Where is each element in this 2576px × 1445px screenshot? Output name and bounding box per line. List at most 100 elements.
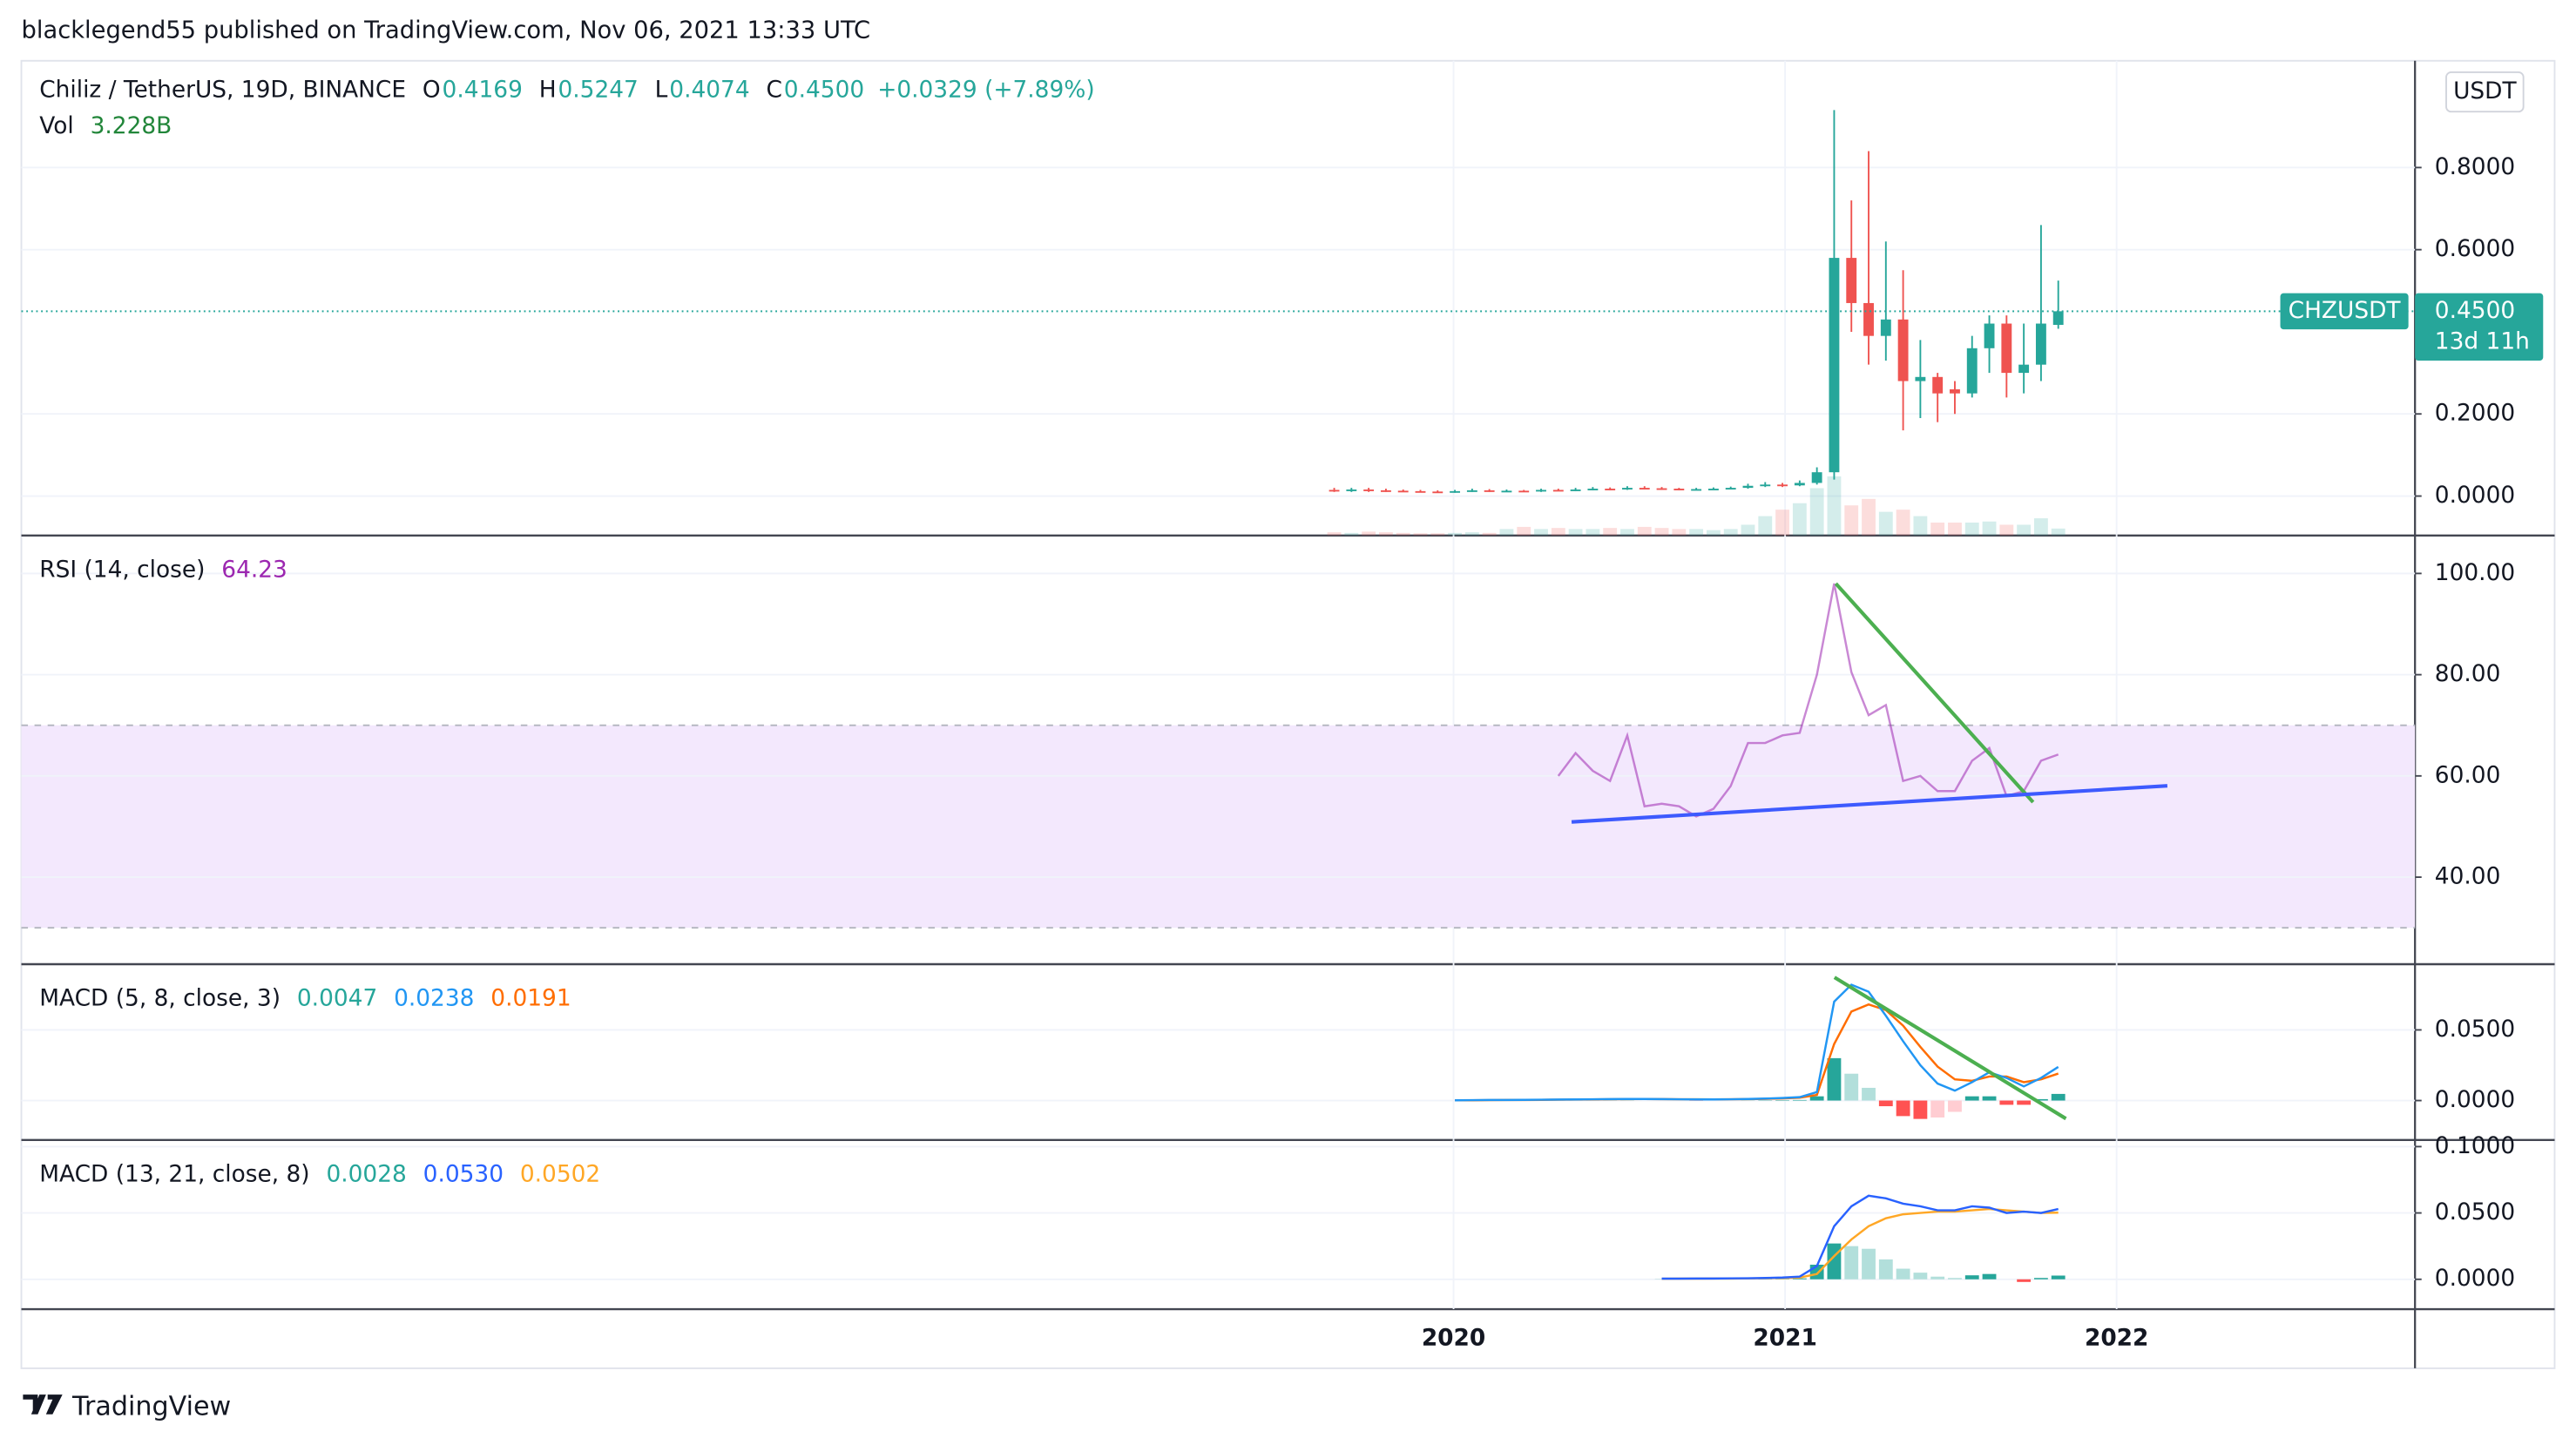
histogram-bar: [1964, 1275, 1979, 1280]
legend: Chiliz / TetherUS, 19D, BINANCE O 0.4169 H 0…: [39, 76, 1094, 103]
legend-key: O: [423, 76, 441, 103]
legend-title: Chiliz / TetherUS, 19D, BINANCE: [39, 76, 406, 103]
candle-body: [1466, 490, 1477, 492]
histogram-bar: [1878, 1100, 1893, 1107]
volume-bar: [1809, 488, 1824, 536]
candle-body: [1450, 490, 1461, 493]
volume-bar: [1499, 529, 1514, 536]
volume-bar: [1896, 510, 1910, 536]
volume-bar: [1534, 529, 1548, 536]
chart-frame: [20, 59, 2556, 1369]
volume-bar: [1862, 498, 1876, 536]
legend-value: 0.0502: [520, 1160, 600, 1187]
macd-line: [1455, 983, 2059, 1102]
candle-body: [1777, 484, 1788, 487]
histogram-bar: [1809, 1096, 1824, 1101]
y-tick-label: 0.2000: [2435, 400, 2515, 427]
legend-change: +0.0329 (+7.89%): [877, 76, 1094, 103]
volume-bar: [1482, 532, 1497, 536]
candle-body: [1605, 489, 1616, 490]
volume-bar: [1413, 533, 1428, 536]
volume-bar: [1878, 511, 1893, 536]
volume-bar: [1741, 524, 1755, 536]
legend-key: H: [539, 76, 557, 103]
trendline: [1571, 784, 2168, 824]
legend: MACD (13, 21, close, 8) 0.0028 0.0530 0.050…: [39, 1160, 600, 1187]
legend-key: L: [655, 76, 668, 103]
candle-body: [2035, 323, 2046, 365]
x-tick-label: 2021: [1753, 1324, 1816, 1351]
histogram-bar: [1930, 1276, 1945, 1280]
candle-body: [1725, 488, 1736, 490]
candle-body: [1656, 488, 1667, 490]
volume-bar: [1568, 529, 1583, 536]
candle-body: [1397, 490, 1409, 493]
candle-body: [1363, 489, 1375, 491]
candle-body: [1897, 319, 1909, 382]
volume-bar: [1654, 528, 1669, 536]
volume-bar: [1517, 526, 1531, 536]
candle-body: [1536, 490, 1546, 492]
candle-body: [1915, 376, 1926, 382]
legend-value: 0.0238: [394, 984, 474, 1011]
histogram-bar: [2017, 1279, 2032, 1282]
volume-bar: [1844, 505, 1859, 536]
candle-body: [1380, 490, 1391, 492]
candle-body: [1707, 489, 1719, 490]
candle-body: [1863, 302, 1874, 336]
legend-value: 0.4074: [669, 76, 749, 103]
candle-body: [1932, 376, 1944, 394]
histogram-bar: [1844, 1246, 1859, 1280]
candle-body: [1622, 488, 1633, 490]
histogram-bar: [1982, 1273, 1997, 1280]
candle-body: [1742, 485, 1754, 489]
rsi-band: [21, 725, 2416, 928]
legend-value: 0.4500: [784, 76, 864, 103]
volume-bar: [2033, 518, 2048, 536]
volume-name: Vol: [39, 112, 73, 139]
volume-bar: [1723, 529, 1738, 536]
candle-body: [1984, 323, 1995, 348]
macd-line: [1661, 1194, 2059, 1280]
tradingview-logo: TradingView: [23, 1392, 231, 1422]
volume-bar: [1999, 524, 2014, 536]
y-tick-label: 100.00: [2435, 559, 2515, 586]
candle-body: [1587, 489, 1599, 490]
histogram-bar: [1964, 1096, 1979, 1101]
legend: MACD (5, 8, close, 3) 0.0047 0.0238 0.0191: [39, 984, 571, 1011]
y-tick-label: 80.00: [2435, 660, 2501, 687]
volume-bar: [1706, 530, 1721, 536]
y-tick-label: 40.00: [2435, 863, 2501, 890]
histogram-bar: [1878, 1259, 1893, 1280]
histogram-bar: [2033, 1098, 2048, 1101]
histogram-bar: [1896, 1268, 1910, 1280]
volume-bar: [1913, 516, 1928, 536]
candle-body: [1432, 491, 1444, 494]
currency-label: USDT: [2453, 78, 2517, 105]
histogram-bar: [1913, 1273, 1928, 1280]
candle-body: [2001, 323, 2012, 374]
legend-title: MACD (13, 21, close, 8): [39, 1160, 309, 1187]
trendline: [1833, 976, 2067, 1121]
trendline: [1834, 582, 2035, 804]
volume-bar: [1982, 521, 1997, 536]
volume-bar: [1775, 510, 1789, 536]
currency-box: [2445, 71, 2525, 113]
volume-bar: [1792, 503, 1807, 536]
histogram-bar: [2051, 1275, 2066, 1280]
histogram-bar: [1792, 1278, 1807, 1280]
rsi-line: [1557, 583, 2059, 818]
legend-key: C: [766, 76, 781, 103]
price-tag-box: [2415, 293, 2544, 361]
histogram-bar: [1948, 1278, 1962, 1280]
volume-bar: [1344, 532, 1359, 536]
volume-bar: [1637, 526, 1652, 536]
candle-body: [2052, 311, 2064, 325]
candle-body: [2018, 364, 2030, 374]
volume-bar: [1327, 532, 1342, 536]
histogram-bar: [1792, 1099, 1807, 1101]
symbol-tag: CHZUSDT: [2289, 297, 2402, 324]
volume-bar: [1964, 522, 1979, 536]
legend-title: MACD (5, 8, close, 3): [39, 984, 281, 1011]
